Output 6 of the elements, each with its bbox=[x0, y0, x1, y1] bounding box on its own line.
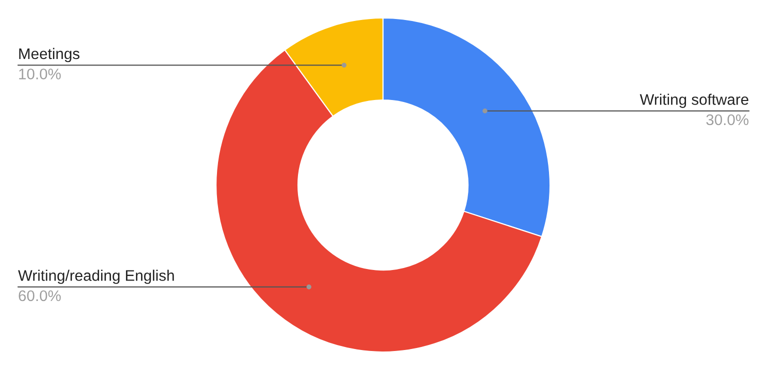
slice-label: Meetings bbox=[19, 48, 80, 62]
slice-label: Writing/reading English bbox=[18, 270, 174, 284]
data-label: 30.0% bbox=[706, 114, 748, 126]
slice-label: Writing software bbox=[640, 94, 748, 108]
data-label: 10.0% bbox=[19, 68, 61, 80]
data-label: 60.0% bbox=[18, 290, 61, 302]
